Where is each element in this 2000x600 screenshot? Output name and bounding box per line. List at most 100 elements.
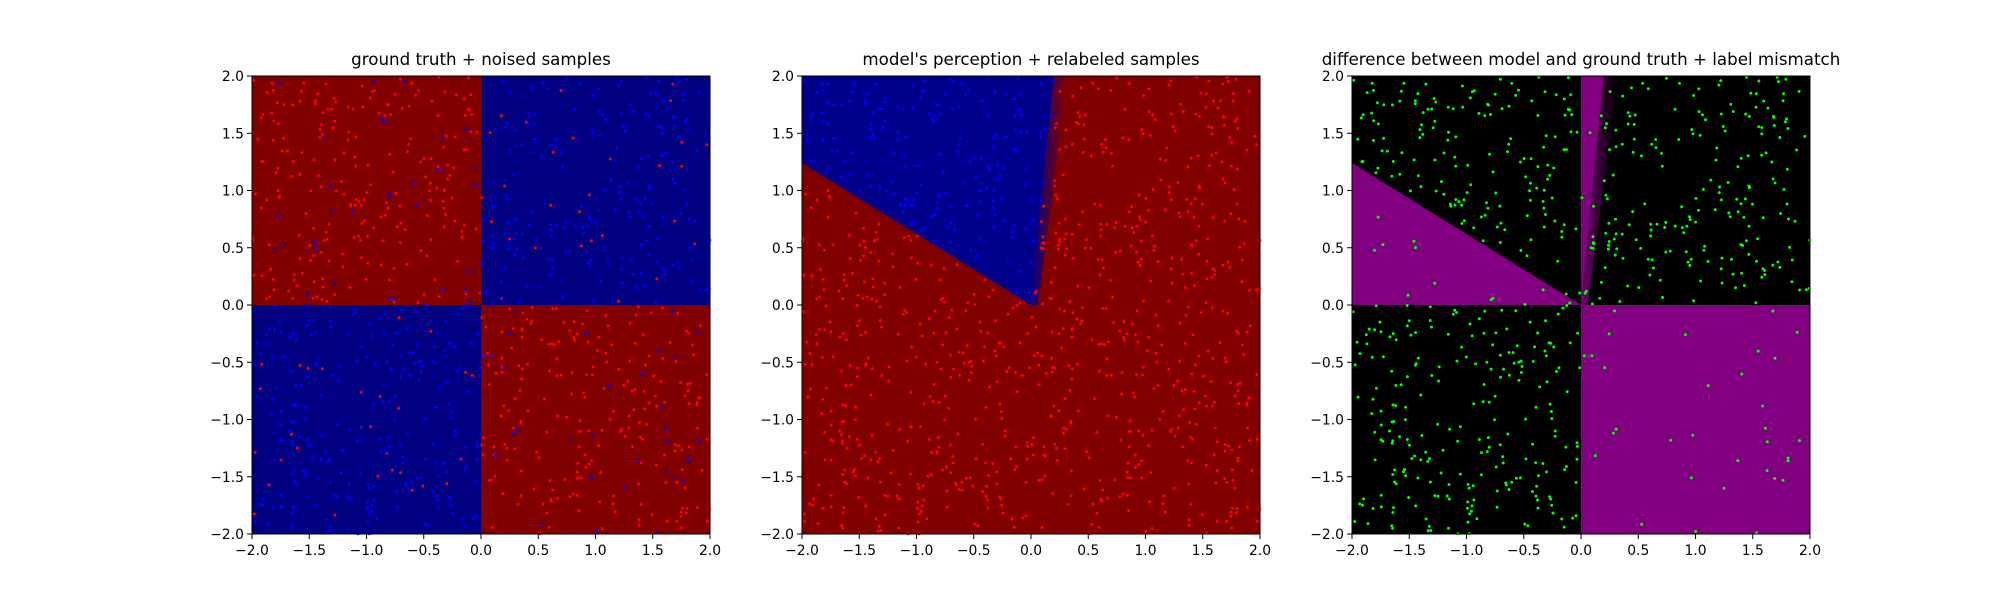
panel-1-sample-point <box>393 394 397 398</box>
panel-2-sample-point <box>920 509 923 513</box>
panel-1-sample-point <box>419 249 423 252</box>
panel-3-mismatch-point <box>1772 124 1776 127</box>
panel-3-mismatch-point <box>1544 134 1548 138</box>
panel-1-sample-point <box>698 288 702 292</box>
panel-2-sample-point <box>874 82 878 86</box>
panel-2-sample-point <box>1055 458 1059 462</box>
panel-2-sample-point <box>1221 177 1225 181</box>
panel-1-sample-point <box>493 127 497 131</box>
panel-2-sample-point <box>1138 218 1142 222</box>
panel-1-sample-point <box>316 174 320 178</box>
panel-3-mismatch-point <box>1538 385 1542 389</box>
panel-1-region-bottom-left <box>252 305 481 534</box>
panel-3-mismatch-point <box>1613 253 1617 257</box>
panel-1-sample-point <box>402 78 406 82</box>
panel-3-mismatch-point <box>1471 484 1475 488</box>
panel-2-sample-point <box>1234 329 1238 333</box>
panel-1-sample-point <box>328 480 332 484</box>
panel-3-mismatch-point <box>1507 104 1511 108</box>
panel-2-sample-point <box>841 297 845 301</box>
panel-1-sample-point <box>571 136 575 140</box>
panel-3-mismatch-point <box>1611 431 1615 435</box>
panel-2-sample-point <box>932 331 936 335</box>
panel-1-sample-point <box>648 185 651 189</box>
panel-3-mismatch-point <box>1778 265 1782 269</box>
panel-2-sample-point <box>817 483 821 487</box>
panel-3-mismatch-point <box>1403 468 1406 471</box>
panel-3-mismatch-point <box>1355 340 1359 344</box>
panel-1-sample-point <box>372 89 376 93</box>
panel-2-sample-point <box>994 319 998 323</box>
panel-3-mismatch-point <box>1371 397 1375 401</box>
panel-2-sample-point <box>1083 113 1087 117</box>
panel-3-mismatch-point <box>1563 468 1567 472</box>
panel-2-sample-point <box>861 296 865 300</box>
panel-1-sample-point <box>549 222 553 226</box>
panel-1-sample-point <box>492 204 496 208</box>
panel-3-mismatch-point <box>1520 364 1524 368</box>
panel-1-sample-point <box>591 433 595 437</box>
panel-3-mismatch-point <box>1782 187 1786 191</box>
panel-2-sample-point <box>1142 94 1146 97</box>
panel-1-sample-point <box>395 505 399 509</box>
panel-1-sample-point <box>507 332 511 336</box>
panel-1-sample-point <box>411 351 415 355</box>
panel-2-sample-point <box>1144 196 1148 200</box>
panel-1-sample-point <box>280 149 284 153</box>
panel-3-mismatch-point <box>1405 304 1409 307</box>
panel-3-mismatch-point <box>1523 522 1527 526</box>
panel-2-sample-point <box>1064 145 1068 149</box>
panel-3-mismatch-point <box>1649 228 1653 232</box>
panel-3-mismatch-point <box>1723 129 1727 133</box>
panel-1-sample-point <box>575 332 579 336</box>
panel-1-sample-point <box>275 101 279 105</box>
panel-3-x-tick-label: 1.0 <box>1684 543 1706 559</box>
panel-3-mismatch-point <box>1614 427 1618 431</box>
panel-2-sample-point <box>841 160 845 163</box>
panel-3-mismatch-point <box>1460 84 1464 88</box>
panel-1-sample-point <box>503 126 507 130</box>
panel-1-sample-point <box>462 148 466 152</box>
panel-3-mismatch-point <box>1370 412 1374 416</box>
panel-1-sample-point <box>279 505 283 509</box>
panel-3-mismatch-point <box>1448 202 1452 206</box>
panel-2-sample-point <box>822 119 826 123</box>
panel-2-sample-point <box>808 352 812 356</box>
panel-2-sample-point <box>1211 356 1215 360</box>
panel-3-x-tick-label: −1.5 <box>1392 543 1426 559</box>
panel-2-sample-point <box>863 102 867 106</box>
panel-3-mismatch-point <box>1760 126 1764 129</box>
panel-2-sample-point <box>877 524 881 528</box>
panel-1-x-tick-label: −1.5 <box>292 543 326 559</box>
panel-1-sample-point <box>475 457 479 461</box>
panel-3-mismatch-point <box>1413 102 1417 106</box>
panel-1-sample-point <box>270 81 274 85</box>
panel-3-mismatch-point <box>1487 445 1491 449</box>
panel-1-sample-point <box>506 247 510 251</box>
panel-3-mismatch-point <box>1483 309 1487 313</box>
panel-1-sample-point <box>681 99 685 103</box>
panel-1-sample-point <box>639 243 643 247</box>
panel-2-sample-point <box>1068 388 1072 392</box>
panel-1-sample-point <box>634 286 638 290</box>
panel-1-sample-point <box>671 82 675 86</box>
panel-2-sample-point <box>1144 220 1148 224</box>
panel-2-sample-point <box>1091 81 1095 85</box>
panel-1-sample-point <box>651 374 655 378</box>
panel-2-sample-point <box>1110 164 1114 168</box>
panel-1-sample-point <box>462 525 466 529</box>
panel-1-sample-point <box>686 127 690 130</box>
panel-3-mismatch-point <box>1447 497 1451 501</box>
panel-2-sample-point <box>1176 181 1180 184</box>
panel-1-sample-point <box>351 209 355 213</box>
panel-2-sample-point <box>1218 341 1222 344</box>
panel-3-mismatch-point <box>1453 155 1457 159</box>
panel-2-sample-point <box>841 332 845 336</box>
panel-1-sample-point <box>319 251 323 254</box>
panel-2-sample-point <box>1169 112 1173 116</box>
panel-3-mismatch-point <box>1514 476 1518 480</box>
panel-1-sample-point <box>579 476 583 480</box>
panel-1-sample-point <box>351 107 355 111</box>
panel-2-sample-point <box>1030 315 1034 319</box>
panel-1-sample-point <box>407 351 411 354</box>
